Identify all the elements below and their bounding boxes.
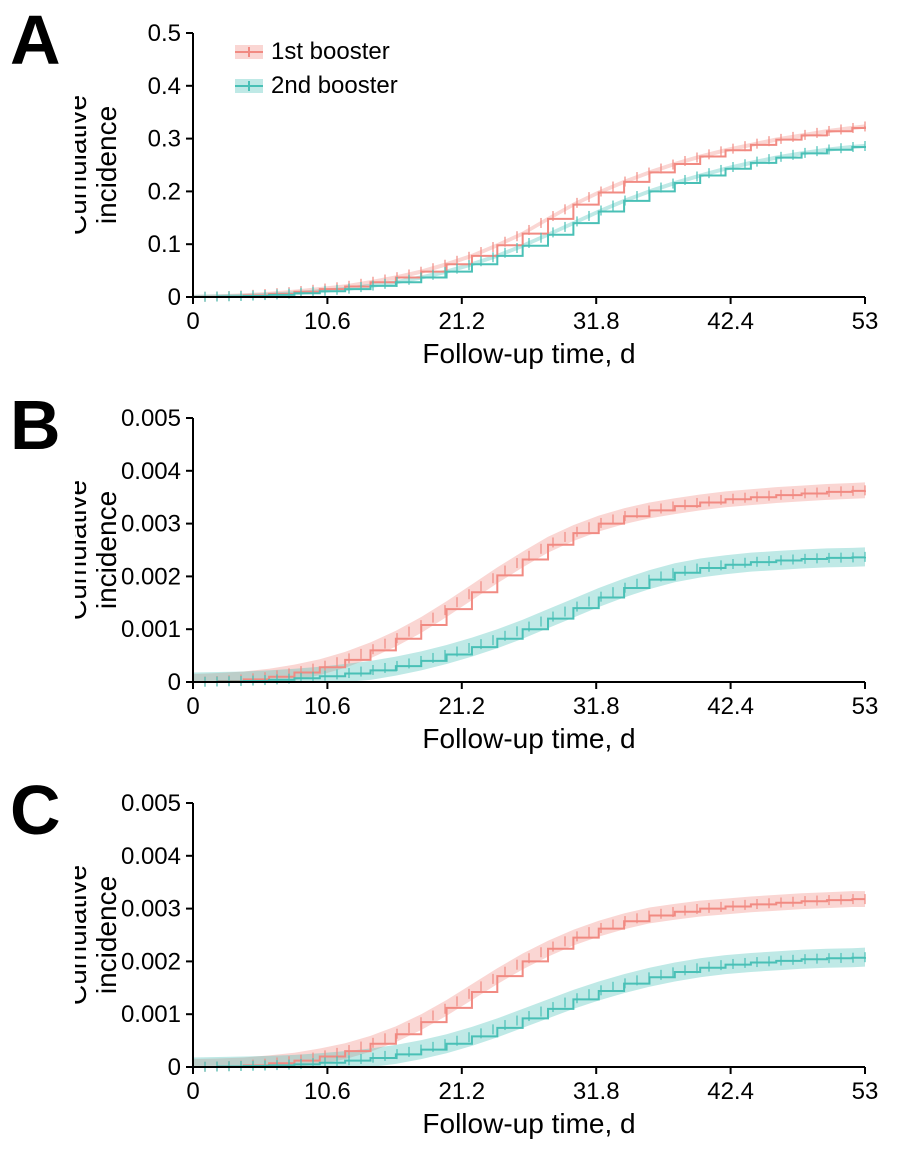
- svg-text:Cumulative: Cumulative: [75, 865, 92, 1005]
- svg-text:incidence: incidence: [91, 491, 122, 609]
- ytick-label: 0.3: [148, 126, 181, 153]
- xtick-label: 10.6: [304, 308, 351, 335]
- xtick-label: 42.4: [707, 308, 754, 335]
- ytick-label: 0.002: [121, 948, 181, 975]
- svg-text:Cumulative: Cumulative: [75, 480, 92, 620]
- svg-text:incidence: incidence: [91, 106, 122, 224]
- y-axis-label: Cumulativeincidence: [75, 865, 122, 1005]
- ytick-label: 0.1: [148, 231, 181, 258]
- x-axis-label: Follow-up time, d: [422, 338, 635, 369]
- ytick-label: 0.005: [121, 405, 181, 432]
- xtick-label: 0: [186, 308, 199, 335]
- chart-b: 0 0.001 0.002 0.003 0.004 0.005 0 10.6 21.2 31.8 4…: [75, 400, 885, 760]
- panel-c: C 0 0.001 0.002 0.003 0.004 0.005 0 10.6 21.2 31.…: [0, 770, 900, 1155]
- xtick-label: 53: [852, 693, 879, 720]
- chart-a: 0 0.1 0.2 0.3 0.4 0.5 0 10.6 21.2 31.8 42.4 53 Follo…: [75, 15, 885, 375]
- chart-svg-a: 0 0.1 0.2 0.3 0.4 0.5 0 10.6 21.2 31.8 42.4 53 Follo…: [75, 15, 885, 375]
- panel-label-c: C: [10, 770, 61, 850]
- ytick-label: 0.005: [121, 790, 181, 817]
- x-axis-label: Follow-up time, d: [422, 723, 635, 754]
- ytick-label: 0.003: [121, 511, 181, 538]
- legend-item-1st-booster: 1st booster: [235, 38, 398, 66]
- chart-c: 0 0.001 0.002 0.003 0.004 0.005 0 10.6 21.2 31.8 4…: [75, 785, 885, 1145]
- xtick-label: 21.2: [438, 693, 485, 720]
- panel-label-b: B: [10, 385, 61, 465]
- xtick-label: 21.2: [438, 308, 485, 335]
- xtick-label: 53: [852, 1078, 879, 1105]
- chart-svg-c: 0 0.001 0.002 0.003 0.004 0.005 0 10.6 21.2 31.8 4…: [75, 785, 885, 1145]
- svg-text:incidence: incidence: [91, 876, 122, 994]
- y-axis-label: Cumulativeincidence: [75, 480, 122, 620]
- panel-a: A 0 0.1 0.2 0.3 0.4 0.5 0 10.6 21.2 31.8 42.4 53 Fol…: [0, 0, 900, 385]
- xtick-label: 31.8: [573, 308, 620, 335]
- xtick-label: 10.6: [304, 693, 351, 720]
- panel-label-a: A: [10, 0, 61, 80]
- xtick-label: 0: [186, 693, 199, 720]
- legend-item-2nd-booster: 2nd booster: [235, 72, 398, 100]
- y-axis-label: Cumulativeincidence: [75, 95, 122, 235]
- panel-b: B 0 0.001 0.002 0.003 0.004 0.005 0 10.6 21.2 31.…: [0, 385, 900, 770]
- legend-label-2nd-booster: 2nd booster: [271, 72, 398, 100]
- ytick-label: 0.001: [121, 616, 181, 643]
- legend-label-1st-booster: 1st booster: [271, 38, 390, 66]
- chart-svg-b: 0 0.001 0.002 0.003 0.004 0.005 0 10.6 21.2 31.8 4…: [75, 400, 885, 760]
- x-axis-label: Follow-up time, d: [422, 1108, 635, 1139]
- xtick-label: 42.4: [707, 693, 754, 720]
- ytick-label: 0.4: [148, 73, 181, 100]
- legend-swatch-1st-booster: [235, 45, 263, 59]
- xtick-label: 0: [186, 1078, 199, 1105]
- xtick-label: 53: [852, 308, 879, 335]
- xtick-label: 31.8: [573, 693, 620, 720]
- ytick-label: 0.001: [121, 1001, 181, 1028]
- ytick-label: 0.2: [148, 178, 181, 205]
- ytick-label: 0.003: [121, 896, 181, 923]
- ytick-label: 0.004: [121, 458, 181, 485]
- xtick-label: 42.4: [707, 1078, 754, 1105]
- ytick-label: 0: [168, 1054, 181, 1081]
- ytick-label: 0.5: [148, 20, 181, 47]
- xtick-label: 10.6: [304, 1078, 351, 1105]
- ytick-label: 0: [168, 284, 181, 311]
- xtick-label: 21.2: [438, 1078, 485, 1105]
- legend: 1st booster 2nd booster: [235, 38, 398, 100]
- ytick-label: 0.004: [121, 843, 181, 870]
- ytick-label: 0.002: [121, 563, 181, 590]
- ytick-label: 0: [168, 669, 181, 696]
- svg-text:Cumulative: Cumulative: [75, 95, 92, 235]
- xtick-label: 31.8: [573, 1078, 620, 1105]
- legend-swatch-2nd-booster: [235, 79, 263, 93]
